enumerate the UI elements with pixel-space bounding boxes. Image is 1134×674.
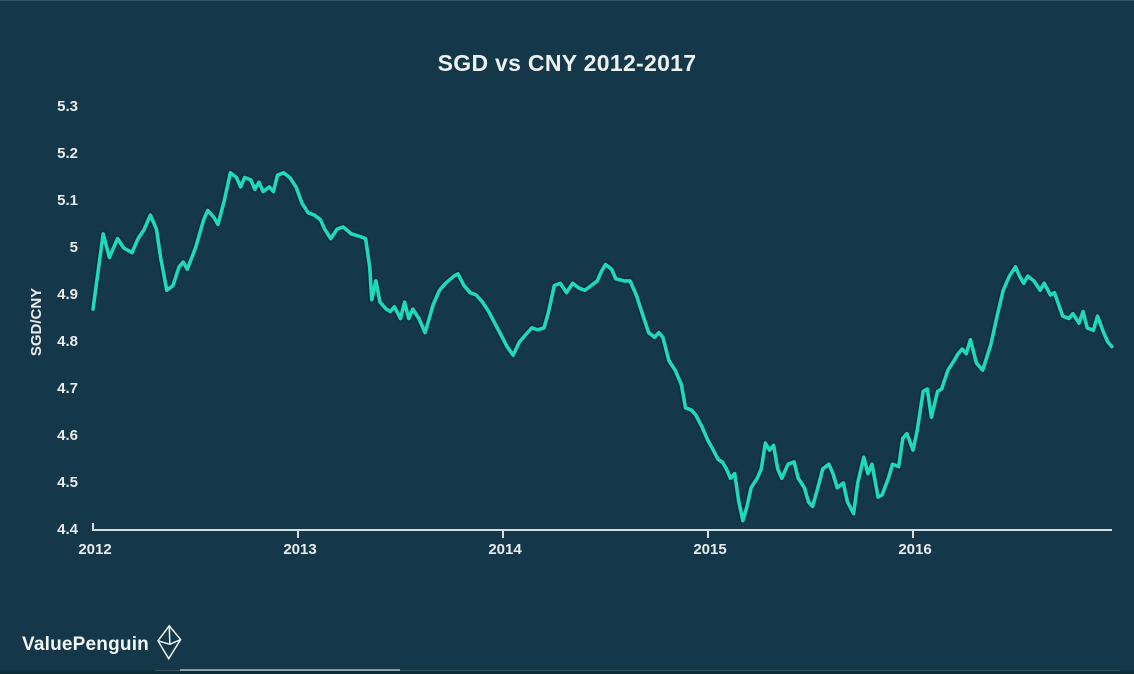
y-tick-label: 5.1 [57,192,78,209]
seek-track[interactable] [155,670,1120,671]
top-divider [0,0,1134,1]
bottom-bar [0,670,1134,674]
y-tick-label: 4.9 [57,286,78,303]
x-tick-label: 2016 [898,541,932,558]
valuepenguin-origami-icon [157,624,182,660]
y-tick-label: 4.5 [57,474,78,491]
y-tick-label: 4.8 [57,333,78,350]
x-tick-label: 2012 [78,541,112,558]
y-tick-label: 4.4 [57,521,78,538]
series-line-shadow [89,169,1116,525]
seek-progress [180,669,400,671]
x-tick-label: 2013 [283,541,317,558]
y-tick-label: 5.3 [57,98,78,115]
x-tick-label: 2015 [693,541,727,558]
y-tick-label: 5 [69,239,78,256]
y-tick-label: 5.2 [57,145,78,162]
y-tick-label: 4.6 [57,427,78,444]
x-axis-line [92,523,1112,531]
x-tick-label: 2014 [488,541,522,558]
chart-title: SGD vs CNY 2012-2017 [437,50,697,76]
y-tick-label: 4.7 [57,380,78,397]
series-line [91,171,1114,523]
brand-name: ValuePenguin [22,634,149,655]
brand-logo: ValuePenguin [22,624,184,662]
